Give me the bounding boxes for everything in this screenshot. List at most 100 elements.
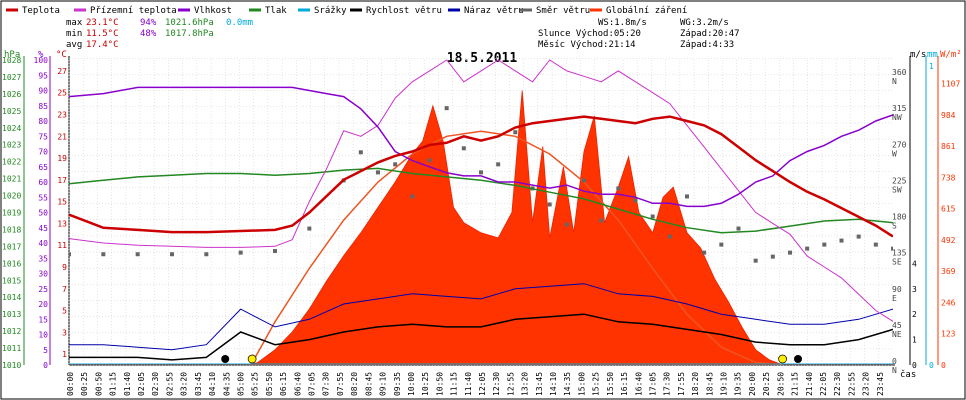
info-moon-rise: Měsíc Východ:21:14 xyxy=(538,40,636,50)
hpa-tick-label: 1021 xyxy=(2,175,21,184)
dir-tick-name: N xyxy=(892,77,897,86)
dir-tick-name: NE xyxy=(892,330,902,339)
humidity-line xyxy=(69,86,893,208)
x-tick-label: 11:40 xyxy=(464,372,473,396)
x-tick-label: 05:25 xyxy=(251,372,260,396)
pct-tick-label: 60 xyxy=(38,178,48,187)
c-tick-label: 1 xyxy=(62,350,67,359)
x-tick-label: 22:30 xyxy=(833,372,842,396)
x-tick-label: 18:45 xyxy=(705,372,714,396)
pct-tick-label: 100 xyxy=(34,56,49,65)
wind-direction-point xyxy=(513,130,518,135)
legend-label: Přízemní teplota xyxy=(90,6,177,16)
dir-tick-label: 270 xyxy=(892,140,907,149)
wind-direction-point xyxy=(444,106,449,111)
wind-direction-point xyxy=(702,250,707,255)
info-wg: WG:3.2m/s xyxy=(680,18,729,28)
dir-tick-label: 90 xyxy=(892,285,902,294)
dir-tick-label: 45 xyxy=(892,321,902,330)
wind-direction-point xyxy=(650,214,655,219)
ground-temperature-line xyxy=(69,59,893,322)
stats-max-temp: 23.1°C xyxy=(86,18,119,28)
legend-label: Náraz větru xyxy=(464,6,524,16)
stats-max-label: max xyxy=(66,18,83,28)
x-tick-label: 07:30 xyxy=(322,372,331,396)
dir-tick-label: 225 xyxy=(892,176,907,185)
pct-tick-label: 5 xyxy=(43,346,48,355)
wind-direction-point xyxy=(135,252,140,257)
stats-block: max 23.1°C 94% 1021.6hPa 0.0mm min 11.5°… xyxy=(66,18,253,50)
wind-direction-point xyxy=(204,252,209,257)
pct-tick-label: 65 xyxy=(38,163,48,172)
mm-tick-label: 0 xyxy=(929,361,934,370)
wind-direction-point xyxy=(667,234,672,239)
hpa-tick-label: 1013 xyxy=(2,310,21,319)
x-tick-label: 17:05 xyxy=(648,372,657,396)
x-tick-label: 14:35 xyxy=(563,372,572,396)
x-tick-label: 04:35 xyxy=(222,372,231,396)
pct-tick-label: 30 xyxy=(38,270,48,279)
c-tick-label: 11 xyxy=(57,241,67,250)
stats-max-press: 1021.6hPa xyxy=(165,18,214,28)
axis-x-label: čas xyxy=(900,369,916,380)
hpa-tick-label: 1011 xyxy=(2,344,21,353)
wind-direction-point xyxy=(891,246,893,251)
x-tick-label: 11:15 xyxy=(450,372,459,396)
wind-direction-point xyxy=(273,249,277,254)
c-tick-label: 9 xyxy=(62,263,67,272)
stats-min-label: min xyxy=(66,29,82,39)
stats-min-press: 1017.8hPa xyxy=(165,29,214,39)
pct-tick-label: 10 xyxy=(38,331,48,340)
pct-tick-label: 50 xyxy=(38,209,48,218)
wind-direction-point xyxy=(719,242,724,247)
x-tick-label: 20:50 xyxy=(776,372,785,396)
x-tick-label: 03:45 xyxy=(194,372,203,396)
legend-label: Tlak xyxy=(265,6,287,16)
wind-direction-point xyxy=(101,252,106,257)
x-tick-label: 21:15 xyxy=(791,372,800,396)
dir-tick-name: S xyxy=(892,222,897,231)
chart-title: 18.5.2011 xyxy=(447,51,518,66)
c-tick-label: 7 xyxy=(62,285,67,294)
moonrise-marker xyxy=(794,355,803,363)
c-tick-label: 5 xyxy=(62,307,67,316)
radiation-area xyxy=(69,90,893,365)
hpa-tick-label: 1017 xyxy=(2,242,21,251)
wm-tick-label: 861 xyxy=(941,142,956,151)
dir-tick-name: SW xyxy=(892,185,902,194)
pct-tick-label: 15 xyxy=(38,315,48,324)
hpa-tick-label: 1014 xyxy=(2,293,21,302)
legend-label: Směr větru xyxy=(536,6,590,16)
legend-label: Globální záření xyxy=(606,6,687,16)
pct-tick-label: 25 xyxy=(38,285,48,294)
wind-gust-line xyxy=(69,283,893,351)
axis-unit-ms: m/s xyxy=(910,50,926,60)
wind-direction-point xyxy=(599,218,604,223)
x-tick-label: 22:55 xyxy=(847,372,856,396)
wind-direction-point xyxy=(822,242,827,247)
stats-min-hum: 48% xyxy=(140,29,157,39)
legend-label: Rychlost větru xyxy=(366,6,442,16)
wind-direction-point xyxy=(393,162,398,167)
wind-direction-point xyxy=(69,252,71,257)
x-tick-label: 17:30 xyxy=(663,372,672,396)
wm-tick-label: 369 xyxy=(941,267,956,276)
wind-direction-point xyxy=(633,198,638,203)
clear-sky-radiation-line xyxy=(250,130,784,365)
axis-unit-hpa: hPa xyxy=(4,50,20,60)
x-tick-label: 09:10 xyxy=(379,372,388,396)
x-tick-label: 18:20 xyxy=(691,372,700,396)
x-tick-label: 02:55 xyxy=(165,372,174,396)
x-tick-label: 15:25 xyxy=(592,372,601,396)
x-tick-label: 14:10 xyxy=(549,372,558,396)
hpa-tick-label: 1020 xyxy=(2,192,21,201)
x-tick-label: 12:05 xyxy=(478,372,487,396)
ms-tick-label: 0 xyxy=(912,361,917,370)
x-tick-label: 23:45 xyxy=(876,372,885,396)
wind-direction-point xyxy=(873,242,878,247)
wm-tick-label: 984 xyxy=(941,111,956,120)
dir-tick-name: NW xyxy=(892,113,902,122)
stats-avg-temp: 17.4°C xyxy=(86,40,119,50)
wind-direction-point xyxy=(496,162,501,167)
